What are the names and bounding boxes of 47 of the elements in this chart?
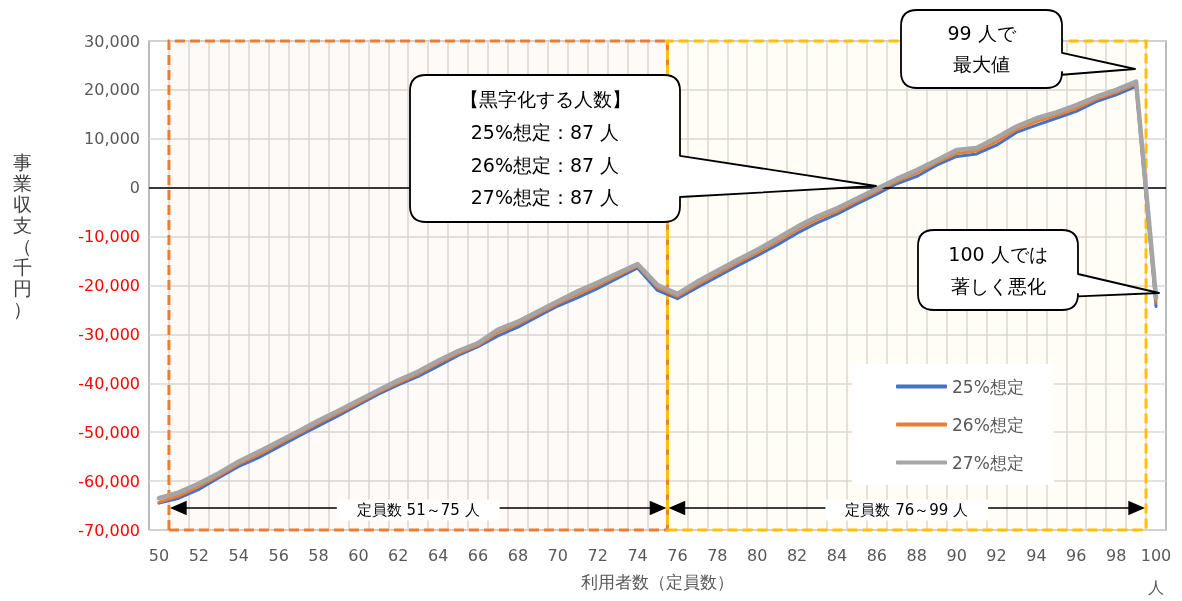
legend-label: 25%想定 [952,376,1024,397]
x-tick-label: 54 [228,545,249,565]
x-tick-label: 86 [866,545,888,565]
x-tick-label: 90 [946,545,967,565]
x-tick-label: 64 [427,545,449,565]
x-tick-label: 78 [707,545,728,565]
y-tick-label: -40,000 [78,373,140,393]
y-tick-label: 0 [129,178,140,198]
y-tick-label: -60,000 [78,471,140,491]
x-tick-label: 66 [467,545,489,565]
x-tick-label: 62 [388,545,409,565]
x-tick-label: 88 [906,545,927,565]
annotation: 【黒字化する人数】 25%想定：87 人 26%想定：87 人 27%想定：87 人 [459,87,631,211]
x-tick-label: 96 [1066,545,1087,565]
y-tick-label: -50,000 [78,422,140,442]
x-tick-label: 82 [786,545,808,565]
x-tick-label: 76 [667,545,688,565]
legend-label: 26%想定 [952,414,1024,435]
x-tick-label: 84 [826,545,848,565]
x-tick-label: 98 [1105,545,1127,565]
annotation: 100 人では著しく悪化 [947,242,1049,299]
legend-label: 27%想定 [952,452,1024,473]
y-tick-label: 20,000 [84,80,140,100]
x-tick-label: 60 [348,545,369,565]
x-tick-label: 80 [747,545,768,565]
y-tick-label: -20,000 [78,276,140,295]
y-axis-title: 事業収支（千円） [12,151,33,320]
y-tick-label: 10,000 [84,129,140,149]
x-tick-label: 72 [587,545,608,565]
y-tick-label: -10,000 [78,227,140,247]
x-tick-label: 70 [547,545,568,565]
y-tick-label: -70,000 [78,520,140,540]
x-tick-label: 68 [507,545,529,565]
y-tick-label: -30,000 [78,324,140,344]
x-tick-label: 52 [188,545,210,565]
band-label: 定員数 76～99 人 [845,501,969,519]
x-tick-label: 50 [148,545,170,565]
x-tick-label: 100 人 [1140,545,1172,597]
annotation: 99 人で最大値 [946,21,1017,77]
x-tick-label: 58 [308,545,329,565]
y-tick-label: 30,000 [84,31,140,51]
x-tick-label: 92 [986,545,1007,565]
x-tick-label: 74 [627,545,648,565]
x-tick-label: 94 [1026,545,1047,565]
x-axis-title: 利用者数（定員数） [581,571,734,592]
band-label: 定員数 51～75 人 [356,501,480,519]
x-tick-label: 56 [268,545,289,565]
